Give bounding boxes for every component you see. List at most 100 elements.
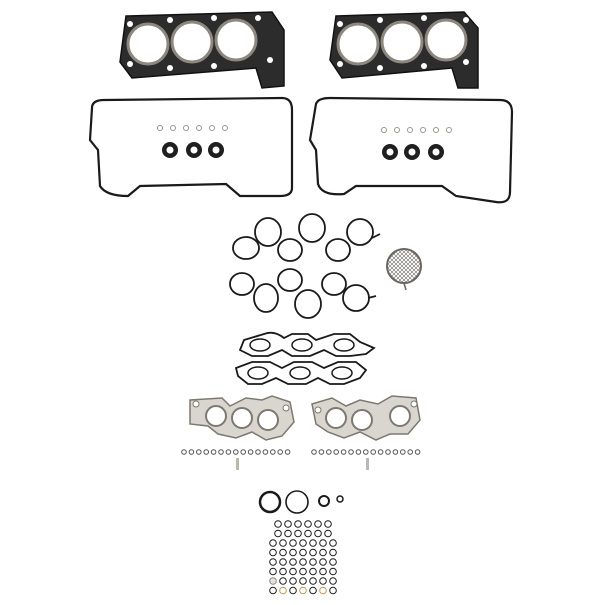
small-seal xyxy=(309,548,317,557)
small-seal xyxy=(233,449,239,455)
o-ring-set xyxy=(258,490,344,514)
small-seal xyxy=(414,449,421,455)
small-seal xyxy=(294,520,302,528)
small-seal xyxy=(279,586,287,595)
small-seal xyxy=(299,558,307,566)
small-seal xyxy=(284,529,292,538)
small-seal xyxy=(240,449,246,455)
small-seal xyxy=(279,567,287,576)
small-seal xyxy=(319,558,327,566)
small-seal xyxy=(309,539,317,547)
small-seal xyxy=(279,558,287,566)
small-seal xyxy=(319,586,327,595)
small-seal xyxy=(309,567,317,576)
small-seal xyxy=(319,567,327,576)
small-seal xyxy=(340,449,347,455)
small-seal xyxy=(309,586,317,595)
small-seal xyxy=(329,567,337,576)
small-seal xyxy=(247,449,254,455)
valve-cover-gasket-right xyxy=(308,96,514,204)
small-seal xyxy=(262,449,269,455)
head-gasket-right xyxy=(329,11,479,89)
small-seal xyxy=(299,577,307,585)
intake-gasket-upper xyxy=(232,213,381,262)
small-seal xyxy=(289,567,297,576)
small-seal xyxy=(181,449,187,455)
small-seal xyxy=(269,567,277,576)
small-seal xyxy=(324,520,332,528)
small-seal xyxy=(314,529,322,538)
small-seal xyxy=(319,539,327,547)
intake-gasket-lower xyxy=(229,268,377,319)
small-seal xyxy=(333,449,340,455)
dowel-pin-left xyxy=(236,458,239,470)
small-seal xyxy=(299,539,307,547)
small-seal xyxy=(218,449,224,455)
small-seal xyxy=(279,548,287,557)
small-seal xyxy=(269,586,277,595)
small-seal xyxy=(289,539,297,547)
small-seal xyxy=(289,577,297,585)
small-seal xyxy=(329,577,337,585)
small-seal xyxy=(314,520,322,528)
small-seal xyxy=(348,449,354,455)
small-seal xyxy=(377,449,384,455)
small-seal-row-right xyxy=(311,449,421,455)
small-seal xyxy=(407,449,414,455)
exhaust-gasket-left xyxy=(189,395,295,441)
small-seal xyxy=(289,558,297,566)
small-seal xyxy=(400,449,406,455)
exhaust-gasket-right xyxy=(311,395,421,441)
small-seal xyxy=(299,548,307,557)
small-seal xyxy=(284,449,291,455)
small-seal xyxy=(385,449,391,455)
small-seal xyxy=(319,577,327,585)
small-seal xyxy=(274,529,282,538)
small-seal xyxy=(324,529,332,538)
small-seal xyxy=(270,449,276,455)
head-gasket-left xyxy=(119,11,285,89)
small-seal xyxy=(225,449,232,455)
small-seal xyxy=(269,558,277,566)
small-seal xyxy=(309,558,317,566)
small-seal xyxy=(203,449,209,455)
strainer-screen xyxy=(386,248,422,291)
dowel-pin-right xyxy=(366,458,369,470)
small-seal xyxy=(355,449,362,455)
small-seal xyxy=(269,548,277,557)
small-seal xyxy=(370,449,377,455)
small-seal xyxy=(304,520,312,528)
small-seal xyxy=(318,449,325,455)
small-seal xyxy=(319,548,327,557)
manifold-gasket-a xyxy=(238,331,376,357)
small-seal xyxy=(284,520,292,528)
valve-cover-gasket-left xyxy=(88,96,294,198)
small-seal xyxy=(311,449,317,455)
small-seal xyxy=(294,529,302,538)
small-seal xyxy=(329,586,337,595)
small-seal xyxy=(255,449,261,455)
small-seal xyxy=(269,539,277,547)
small-seal xyxy=(392,449,399,455)
small-seal xyxy=(279,539,287,547)
small-seal xyxy=(289,586,297,595)
small-seal xyxy=(274,520,282,528)
small-seal xyxy=(289,548,297,557)
small-seal xyxy=(329,558,337,566)
small-seal xyxy=(363,449,369,455)
small-seal xyxy=(299,586,307,595)
small-seal xyxy=(326,449,332,455)
small-seal-row-left xyxy=(181,449,291,455)
small-seal xyxy=(188,449,195,455)
small-seal xyxy=(309,577,317,585)
small-seal-grid xyxy=(269,520,337,595)
small-seal xyxy=(269,577,277,585)
small-seal xyxy=(329,539,337,547)
small-seal xyxy=(277,449,284,455)
manifold-gasket-b xyxy=(234,361,368,385)
small-seal xyxy=(299,567,307,576)
small-seal xyxy=(279,577,287,585)
small-seal xyxy=(210,449,217,455)
small-seal xyxy=(304,529,312,538)
